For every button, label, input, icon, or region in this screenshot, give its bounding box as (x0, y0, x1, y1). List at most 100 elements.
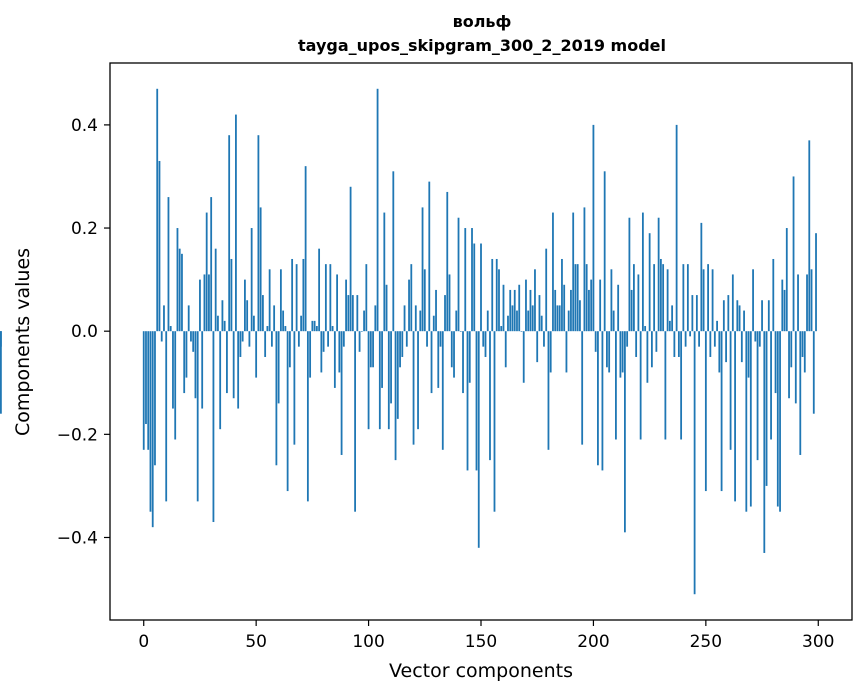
bar (333, 331, 336, 388)
bar (534, 269, 536, 332)
bar (558, 305, 561, 332)
bar (360, 331, 363, 332)
x-tick-label: 100 (352, 632, 384, 652)
bar (630, 289, 633, 332)
bar (617, 284, 620, 332)
bar (304, 166, 307, 332)
bar (291, 258, 294, 332)
bar (628, 217, 631, 332)
bar (336, 274, 338, 332)
bar (671, 305, 674, 332)
bar (615, 331, 617, 440)
bar (770, 331, 772, 440)
bar (259, 207, 262, 332)
bar (158, 160, 161, 332)
bar (390, 331, 392, 404)
bar (466, 331, 469, 471)
bar (354, 331, 356, 512)
bar (160, 331, 163, 342)
bar (237, 331, 240, 409)
bar (288, 331, 291, 368)
bar (545, 248, 548, 332)
bar (489, 331, 491, 461)
bar (675, 124, 678, 332)
bar (331, 326, 334, 332)
bar (507, 315, 509, 332)
bar (484, 331, 487, 357)
bar (677, 331, 680, 357)
bar (543, 331, 545, 347)
bar (349, 186, 352, 332)
bar (187, 305, 190, 332)
y-axis-ticks: −0.4 −0.2 0.0 0.2 0.4 (57, 116, 110, 548)
bar (154, 331, 156, 466)
bar (351, 295, 354, 332)
bar (327, 331, 329, 347)
bar (419, 310, 422, 332)
bar (446, 191, 449, 332)
bar (493, 331, 496, 512)
bar (682, 264, 685, 332)
bar (376, 88, 379, 332)
bar (502, 284, 505, 332)
bar (439, 331, 442, 347)
bar (702, 269, 705, 332)
bar (428, 181, 431, 332)
bar (365, 264, 368, 332)
bar (163, 305, 165, 332)
bar (457, 217, 460, 332)
bar (426, 331, 428, 347)
bar (794, 331, 797, 404)
bar (255, 331, 258, 378)
bar (808, 140, 811, 332)
bar (729, 331, 732, 450)
x-tick-label: 250 (690, 632, 722, 652)
bar (277, 331, 280, 404)
bar (734, 331, 736, 502)
bar (219, 331, 222, 430)
bar (338, 331, 341, 373)
bar (810, 269, 813, 332)
bar (803, 331, 806, 373)
bar (561, 258, 563, 332)
bar (752, 269, 754, 332)
bar (450, 331, 453, 368)
bar (275, 331, 278, 466)
bar (565, 331, 568, 373)
x-axis-label: Vector components (389, 660, 573, 682)
bar (448, 274, 451, 332)
bar (199, 279, 201, 332)
bar (763, 331, 766, 553)
bar (525, 279, 527, 332)
bar (345, 279, 347, 332)
bar (453, 331, 455, 378)
bar (239, 331, 242, 357)
bar (486, 310, 489, 332)
bar (588, 289, 590, 332)
bar (273, 305, 276, 332)
bar (516, 310, 518, 332)
bar (707, 264, 709, 332)
bar (302, 258, 305, 332)
bar (563, 284, 566, 332)
bar (217, 315, 219, 332)
bar (295, 264, 298, 332)
bar (257, 135, 260, 332)
bar (725, 331, 727, 363)
bar (765, 331, 768, 486)
bar (711, 269, 714, 332)
bar (498, 269, 500, 332)
chart-subtitle: tayga_upos_skipgram_300_2_2019 model (298, 36, 666, 55)
bar (639, 331, 642, 440)
bar (776, 331, 779, 507)
bar (552, 212, 554, 332)
bar (342, 331, 345, 347)
bar (372, 331, 374, 368)
bar (156, 88, 159, 332)
bar (210, 197, 213, 332)
bar (518, 284, 521, 332)
bar (747, 331, 750, 378)
bar (783, 289, 786, 332)
bar (396, 331, 399, 419)
